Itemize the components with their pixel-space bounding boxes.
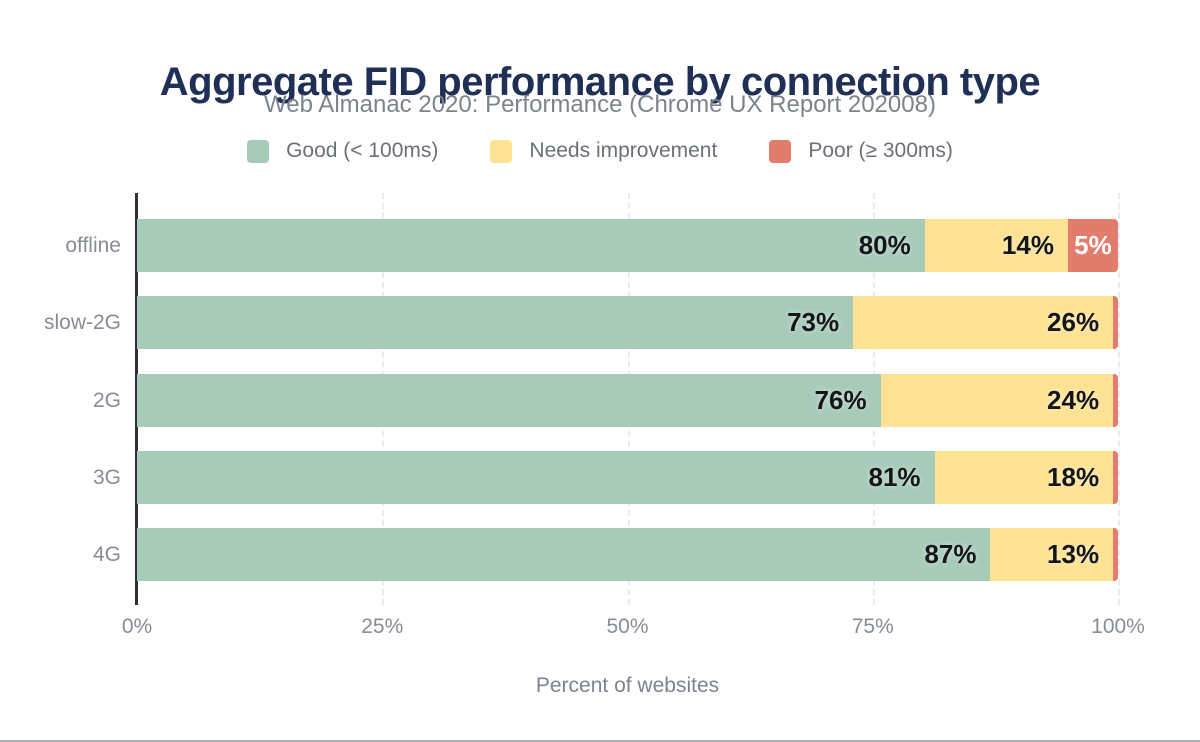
bar-row: 4G 87% 13% [93, 528, 1118, 581]
bar-segment: 14% [924, 219, 1068, 272]
bar-row: slow-2G 73% 26% [44, 296, 1118, 350]
legend-swatch-icon [769, 139, 792, 163]
bar-row: 2G 76% 24% [93, 373, 1118, 427]
x-axis-label: Percent of websites [535, 674, 720, 697]
bar-segment: 80% [137, 219, 925, 272]
bar-segment [1113, 450, 1118, 504]
legend-label: Good (< 100ms) [286, 139, 439, 162]
bar-segment: 5% [1067, 219, 1118, 272]
bar-segment: 26% [853, 296, 1114, 350]
legend-item: Needs improvement [490, 139, 717, 163]
plot-area: offline 80% 14% 5% slow-2G 73% 26% 2G 76% 24% 3G 81… [44, 193, 1120, 605]
x-tick-label: 50% [606, 615, 649, 638]
bar-segment [1113, 296, 1118, 350]
x-tick-label: 0% [121, 615, 153, 638]
x-tick-label: 25% [361, 615, 404, 638]
legend-label: Poor (≥ 300ms) [808, 139, 953, 162]
bar-row: offline 80% 14% 5% [65, 219, 1118, 272]
bar-segment [1113, 528, 1118, 581]
y-axis-line [135, 193, 138, 605]
x-tick-label: 100% [1091, 615, 1145, 638]
x-tick-label: 75% [851, 615, 894, 638]
x-axis-ticks: 0% 25% 50% 75% 100% [122, 615, 1145, 641]
category-label: 3G [92, 465, 121, 489]
bar-segment: 81% [137, 450, 935, 504]
legend-swatch-icon [490, 139, 513, 163]
chart-subtitle: Web Almanac 2020: Performance (Chrome UX… [264, 91, 936, 118]
bar-segment: 18% [934, 450, 1114, 504]
bar-segment: 24% [880, 373, 1114, 427]
legend-item: Good (< 100ms) [247, 139, 438, 163]
bar-segment: 76% [137, 373, 881, 427]
legend: Good (< 100ms) Needs improvement Poor (≥ 3… [0, 139, 1200, 163]
bar-row: 3G 81% 18% [93, 450, 1118, 504]
legend-swatch-icon [247, 139, 270, 163]
category-label: slow-2G [43, 311, 121, 335]
bar-segment: 73% [137, 296, 854, 350]
chart-title: Aggregate FID performance by connection … [159, 59, 1041, 104]
category-label: 2G [92, 388, 121, 412]
bar-segment [1113, 373, 1118, 427]
legend-item: Poor (≥ 300ms) [769, 139, 953, 163]
category-label: offline [65, 234, 121, 257]
bar-segment: 13% [990, 528, 1114, 581]
legend-label: Needs improvement [529, 139, 718, 162]
bar-rows: offline 80% 14% 5% slow-2G 73% 26% 2G 76% 24% 3G 81… [44, 193, 1118, 605]
bar-segment: 87% [137, 528, 991, 581]
category-label: 4G [92, 543, 121, 566]
gridline [1118, 193, 1120, 605]
